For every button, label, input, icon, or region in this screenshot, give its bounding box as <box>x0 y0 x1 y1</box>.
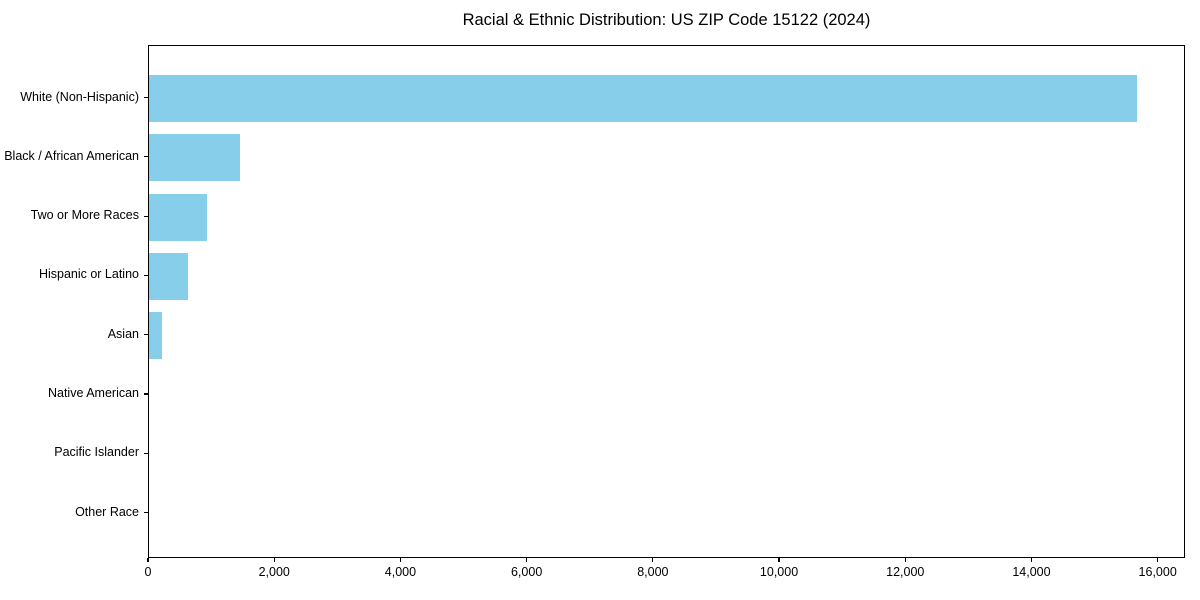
x-tick-mark <box>652 558 654 562</box>
bar <box>149 193 208 241</box>
x-tick-mark <box>526 558 528 562</box>
y-tick-mark <box>144 156 148 158</box>
x-tick-mark <box>904 558 906 562</box>
x-tick-mark <box>273 558 275 562</box>
x-tick-label: 2,000 <box>258 565 290 579</box>
x-tick-mark <box>778 558 780 562</box>
x-tick-label: 4,000 <box>384 565 417 579</box>
y-tick-mark <box>144 274 148 276</box>
bar <box>149 75 1137 122</box>
y-tick-mark <box>144 96 148 99</box>
x-tick-label: 6,000 <box>510 565 543 579</box>
x-tick-label: 10,000 <box>759 565 799 579</box>
bar <box>149 312 162 360</box>
y-tick-label: Other Race <box>75 504 139 519</box>
y-tick-mark <box>144 512 148 514</box>
x-tick-label: 16,000 <box>1138 565 1177 579</box>
x-tick-mark <box>1030 558 1033 562</box>
bar <box>149 252 189 300</box>
plot-area <box>148 45 1185 558</box>
chart-title: Racial & Ethnic Distribution: US ZIP Cod… <box>462 11 871 29</box>
bar <box>149 134 240 182</box>
y-tick-mark <box>144 452 148 454</box>
y-tick-mark <box>144 334 148 336</box>
y-tick-mark <box>144 393 148 395</box>
y-tick-label: Pacific Islander <box>54 445 139 460</box>
y-tick-label: Asian <box>107 326 139 341</box>
y-tick-label: Black / African American <box>4 148 139 163</box>
x-tick-mark <box>147 558 149 562</box>
x-tick-label: 0 <box>144 565 152 579</box>
y-tick-label: Hispanic or Latino <box>38 267 139 282</box>
x-tick-mark <box>1157 558 1159 562</box>
y-tick-mark <box>144 215 148 217</box>
x-tick-mark <box>399 558 401 562</box>
x-tick-label: 14,000 <box>1012 565 1051 579</box>
x-tick-label: 8,000 <box>637 565 669 579</box>
y-tick-label: White (Non-Hispanic) <box>20 89 139 104</box>
y-tick-label: Native American <box>47 386 139 400</box>
x-tick-label: 12,000 <box>886 565 925 579</box>
y-tick-label: Two or More Races <box>30 208 139 223</box>
